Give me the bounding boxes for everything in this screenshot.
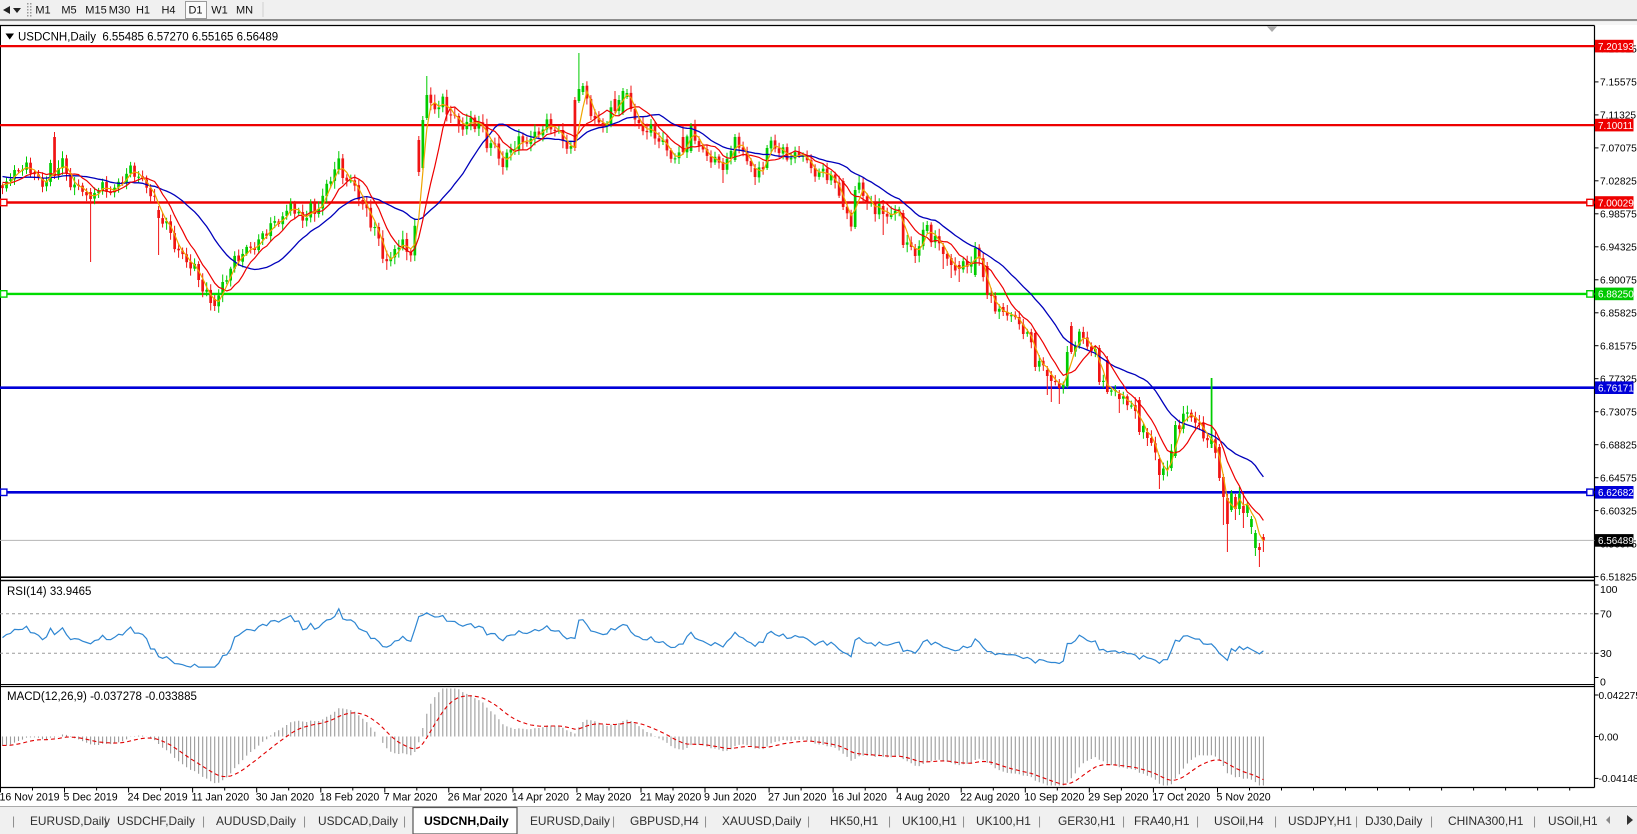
svg-text:|: | xyxy=(303,814,306,828)
svg-text:5 Nov 2020: 5 Nov 2020 xyxy=(1217,792,1271,804)
svg-text:HK50,H1: HK50,H1 xyxy=(830,814,879,828)
svg-text:FRA40,H1: FRA40,H1 xyxy=(1134,814,1190,828)
svg-text:6.76171: 6.76171 xyxy=(1598,384,1634,395)
svg-text:6.94325: 6.94325 xyxy=(1600,243,1637,254)
svg-text:0.00: 0.00 xyxy=(1599,732,1619,743)
svg-text:6.51825: 6.51825 xyxy=(1600,572,1637,583)
svg-text:21 May 2020: 21 May 2020 xyxy=(640,792,701,804)
svg-text:|: | xyxy=(1038,814,1041,828)
svg-text:16 Nov 2019: 16 Nov 2019 xyxy=(0,792,60,804)
svg-text:GER30,H1: GER30,H1 xyxy=(1058,814,1116,828)
svg-text:MACD(12,26,9) -0.037278 -0.033: MACD(12,26,9) -0.037278 -0.033885 xyxy=(7,691,197,703)
svg-text:|: | xyxy=(612,814,615,828)
svg-text:30: 30 xyxy=(1600,648,1612,660)
svg-text:GBPUSD,H4: GBPUSD,H4 xyxy=(630,814,699,828)
svg-text:30 Jan 2020: 30 Jan 2020 xyxy=(256,792,314,804)
svg-text:M15: M15 xyxy=(85,5,106,17)
svg-text:6.60325: 6.60325 xyxy=(1600,506,1637,517)
svg-text:14 Apr 2020: 14 Apr 2020 xyxy=(512,792,569,804)
svg-text:6.73075: 6.73075 xyxy=(1600,408,1637,419)
svg-text:29 Sep 2020: 29 Sep 2020 xyxy=(1088,792,1148,804)
svg-text:|: | xyxy=(1355,814,1358,828)
svg-text:7 Mar 2020: 7 Mar 2020 xyxy=(384,792,438,804)
svg-text:|: | xyxy=(403,814,406,828)
svg-text:100: 100 xyxy=(1600,584,1618,596)
svg-text:24 Dec 2019: 24 Dec 2019 xyxy=(128,792,188,804)
svg-text:6.77325: 6.77325 xyxy=(1600,375,1637,386)
svg-text:CHINA300,H1: CHINA300,H1 xyxy=(1448,814,1524,828)
svg-text:6.90075: 6.90075 xyxy=(1600,276,1637,287)
svg-text:27 Jun 2020: 27 Jun 2020 xyxy=(768,792,826,804)
svg-text:USDCAD,Daily: USDCAD,Daily xyxy=(318,814,398,828)
svg-text:16 Jul 2020: 16 Jul 2020 xyxy=(832,792,887,804)
svg-text:9 Jun 2020: 9 Jun 2020 xyxy=(704,792,757,804)
svg-text:USDCHF,Daily: USDCHF,Daily xyxy=(117,814,195,828)
svg-text:70: 70 xyxy=(1600,609,1612,621)
svg-text:-0.04148: -0.04148 xyxy=(1599,774,1637,785)
svg-text:RSI(14) 33.9465: RSI(14) 33.9465 xyxy=(7,586,91,598)
svg-text:UK100,H1: UK100,H1 xyxy=(902,814,957,828)
svg-text:DJ30,Daily: DJ30,Daily xyxy=(1365,814,1423,828)
svg-text:M30: M30 xyxy=(109,5,130,17)
svg-text:W1: W1 xyxy=(211,5,228,17)
svg-text:USDCNH,Daily 6.55485 6.57270: USDCNH,Daily 6.55485 6.57270 6.55165 6.5… xyxy=(18,32,278,44)
svg-text:6.88250: 6.88250 xyxy=(1598,290,1634,301)
svg-text:5 Dec 2019: 5 Dec 2019 xyxy=(64,792,118,804)
svg-text:7.20193: 7.20193 xyxy=(1598,42,1634,53)
svg-text:2 May 2020: 2 May 2020 xyxy=(576,792,631,804)
svg-text:7.02825: 7.02825 xyxy=(1600,177,1637,188)
svg-text:0.042275: 0.042275 xyxy=(1599,691,1637,702)
svg-text:USOil,H4: USOil,H4 xyxy=(1214,814,1264,828)
svg-text:6.56489: 6.56489 xyxy=(1598,536,1634,547)
svg-text:7.07075: 7.07075 xyxy=(1600,144,1637,155)
svg-text:6.98575: 6.98575 xyxy=(1600,210,1637,221)
svg-text:18 Feb 2020: 18 Feb 2020 xyxy=(320,792,380,804)
svg-text:6.85825: 6.85825 xyxy=(1600,309,1637,320)
svg-text:|: | xyxy=(1196,814,1199,828)
svg-text:17 Oct 2020: 17 Oct 2020 xyxy=(1152,792,1210,804)
svg-text:0: 0 xyxy=(1600,676,1606,688)
svg-text:|: | xyxy=(202,814,205,828)
svg-text:6.64575: 6.64575 xyxy=(1600,474,1637,485)
svg-text:M1: M1 xyxy=(35,5,50,17)
svg-text:D1: D1 xyxy=(188,5,202,17)
svg-text:H4: H4 xyxy=(161,5,175,17)
svg-text:6.68825: 6.68825 xyxy=(1600,441,1637,452)
svg-text:EURUSD,Daily: EURUSD,Daily xyxy=(30,814,110,828)
svg-text:USDJPY,H1: USDJPY,H1 xyxy=(1288,814,1352,828)
svg-text:|: | xyxy=(12,814,15,828)
svg-text:4 Aug 2020: 4 Aug 2020 xyxy=(896,792,950,804)
svg-text:6.81575: 6.81575 xyxy=(1600,342,1637,353)
svg-text:7.00029: 7.00029 xyxy=(1598,198,1634,209)
svg-text:|: | xyxy=(1122,814,1125,828)
svg-text:|: | xyxy=(104,814,107,828)
svg-text:|: | xyxy=(1430,814,1433,828)
svg-text:22 Aug 2020: 22 Aug 2020 xyxy=(960,792,1020,804)
svg-text:7.10011: 7.10011 xyxy=(1598,121,1633,132)
svg-text:26 Mar 2020: 26 Mar 2020 xyxy=(448,792,508,804)
svg-text:EURUSD,Daily: EURUSD,Daily xyxy=(530,814,610,828)
svg-text:7.15575: 7.15575 xyxy=(1600,78,1637,89)
svg-text:MN: MN xyxy=(236,5,253,17)
svg-text:|: | xyxy=(1274,814,1277,828)
svg-text:XAUUSD,Daily: XAUUSD,Daily xyxy=(722,814,801,828)
svg-text:10 Sep 2020: 10 Sep 2020 xyxy=(1024,792,1084,804)
svg-text:|: | xyxy=(888,814,891,828)
svg-text:|: | xyxy=(704,814,707,828)
svg-text:AUDUSD,Daily: AUDUSD,Daily xyxy=(216,814,296,828)
svg-text:11 Jan 2020: 11 Jan 2020 xyxy=(192,792,250,804)
svg-text:UK100,H1: UK100,H1 xyxy=(976,814,1031,828)
svg-text:USDCNH,Daily: USDCNH,Daily xyxy=(424,814,509,828)
svg-text:|: | xyxy=(807,814,810,828)
svg-text:H1: H1 xyxy=(136,5,150,17)
svg-text:|: | xyxy=(1533,814,1536,828)
svg-text:M5: M5 xyxy=(61,5,76,17)
svg-text:USOil,H1: USOil,H1 xyxy=(1548,814,1598,828)
svg-text:6.62682: 6.62682 xyxy=(1598,488,1634,499)
svg-text:|: | xyxy=(962,814,965,828)
svg-text:7.11325: 7.11325 xyxy=(1600,111,1636,122)
